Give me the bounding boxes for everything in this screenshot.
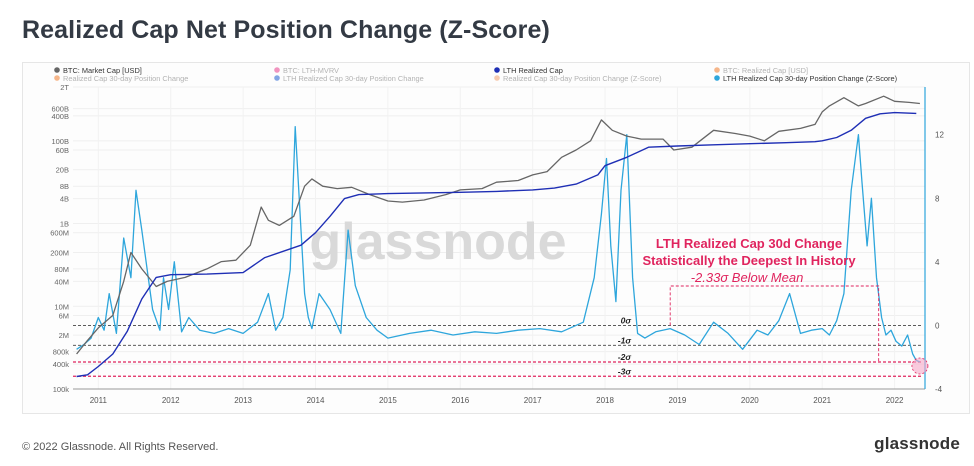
- y-left-tick-label: 4B: [60, 195, 69, 204]
- x-tick-label: 2019: [669, 396, 687, 405]
- y-right-tick-label: 0: [935, 321, 940, 330]
- y-left-tick-label: 400k: [53, 360, 70, 369]
- legend-dot: [274, 67, 280, 73]
- x-tick-label: 2021: [813, 396, 831, 405]
- x-tick-label: 2016: [451, 396, 469, 405]
- legend-dot: [494, 75, 500, 81]
- x-tick-label: 2013: [234, 396, 252, 405]
- page-title: Realized Cap Net Position Change (Z-Scor…: [22, 16, 550, 44]
- y-left-tick-label: 600B: [51, 105, 69, 114]
- x-tick-label: 2017: [524, 396, 542, 405]
- legend-dot: [54, 67, 60, 73]
- annotation-line1: LTH Realized Cap 30d Change: [656, 236, 842, 251]
- legend: BTC: Market Cap [USD] BTC: LTH-MVRV LTH Re…: [54, 66, 897, 83]
- y-left-tick-label: 10M: [54, 302, 69, 311]
- y-left-tick-label: 200M: [50, 248, 69, 257]
- y-left-tick-label: 80M: [54, 265, 69, 274]
- annotation-bracket: [669, 285, 880, 362]
- annotation-line2: Statistically the Deepest In History: [642, 253, 856, 268]
- sigma-label: -1σ: [618, 335, 632, 345]
- y-left-tick-label: 1B: [60, 220, 69, 229]
- y-right-tick-label: 4: [935, 258, 940, 267]
- annotation: LTH Realized Cap 30d Change Statisticall…: [642, 236, 929, 375]
- y-right-tick-label: 12: [935, 131, 944, 140]
- legend-label: LTH Realized Cap: [503, 66, 563, 75]
- y-left-tick-label: 6M: [59, 311, 69, 320]
- y-left-tick-label: 2M: [59, 331, 69, 340]
- legend-dot: [54, 75, 60, 81]
- legend-label: BTC: Realized Cap [USD]: [723, 66, 808, 75]
- legend-label: Realized Cap 30-day Position Change (Z-S…: [503, 74, 662, 83]
- y-left-tick-label: 2T: [60, 83, 69, 92]
- y-left-tick-label: 100B: [51, 137, 69, 146]
- grid: [73, 86, 925, 390]
- legend-label: BTC: Market Cap [USD]: [63, 66, 142, 75]
- x-tick-label: 2014: [307, 396, 325, 405]
- y-left-tick-label: 800k: [53, 348, 70, 357]
- legend-label: Realized Cap 30-day Position Change: [63, 74, 188, 83]
- legend-dot: [274, 75, 280, 81]
- x-tick-label: 2018: [596, 396, 614, 405]
- annotation-line3: -2.33σ Below Mean: [691, 270, 804, 285]
- y-left-tick-label: 400B: [51, 112, 69, 121]
- lth-realized-cap-line: [76, 111, 917, 378]
- y-left-tick-label: 100k: [53, 385, 70, 394]
- chart-frame: BTC: Market Cap [USD] BTC: LTH-MVRV LTH Re…: [22, 62, 970, 414]
- sigma-label: -2σ: [618, 352, 632, 362]
- series-layer: [76, 95, 921, 378]
- x-tick-label: 2011: [90, 396, 108, 405]
- y-right-tick-label: -4: [935, 385, 943, 394]
- x-tick-label: 2022: [886, 396, 904, 405]
- sigma-label: 0σ: [621, 315, 632, 325]
- footer-brand-logo: glassnode: [874, 434, 960, 453]
- x-tick-label: 2015: [379, 396, 397, 405]
- y-left-tick-label: 8B: [60, 182, 69, 191]
- legend-label: LTH Realized Cap 30-day Position Change: [283, 74, 424, 83]
- y-left-tick-label: 40M: [54, 277, 69, 286]
- chart-svg: BTC: Market Cap [USD] BTC: LTH-MVRV LTH Re…: [50, 66, 944, 405]
- sigma-label: -3σ: [618, 366, 632, 376]
- legend-label: LTH Realized Cap 30-day Position Change …: [723, 74, 897, 83]
- footer-copyright: © 2022 Glassnode. All Rights Reserved.: [22, 441, 219, 453]
- legend-dot: [494, 67, 500, 73]
- legend-dot: [714, 75, 720, 81]
- watermark: glassnode: [309, 213, 566, 271]
- annotation-circle: [911, 357, 929, 375]
- legend-dot: [714, 67, 720, 73]
- market-cap-line: [76, 95, 920, 355]
- y-left-tick-label: 20B: [56, 166, 69, 175]
- y-left-tick-label: 60B: [56, 146, 69, 155]
- y-left-tick-label: 600M: [50, 229, 69, 238]
- x-tick-label: 2020: [741, 396, 759, 405]
- legend-label: BTC: LTH-MVRV: [283, 66, 339, 75]
- y-right-tick-label: 8: [935, 194, 940, 203]
- zscore-line: [76, 126, 921, 363]
- x-tick-label: 2012: [162, 396, 180, 405]
- sigma-lines: 0σ -1σ -2σ -3σ: [73, 315, 921, 377]
